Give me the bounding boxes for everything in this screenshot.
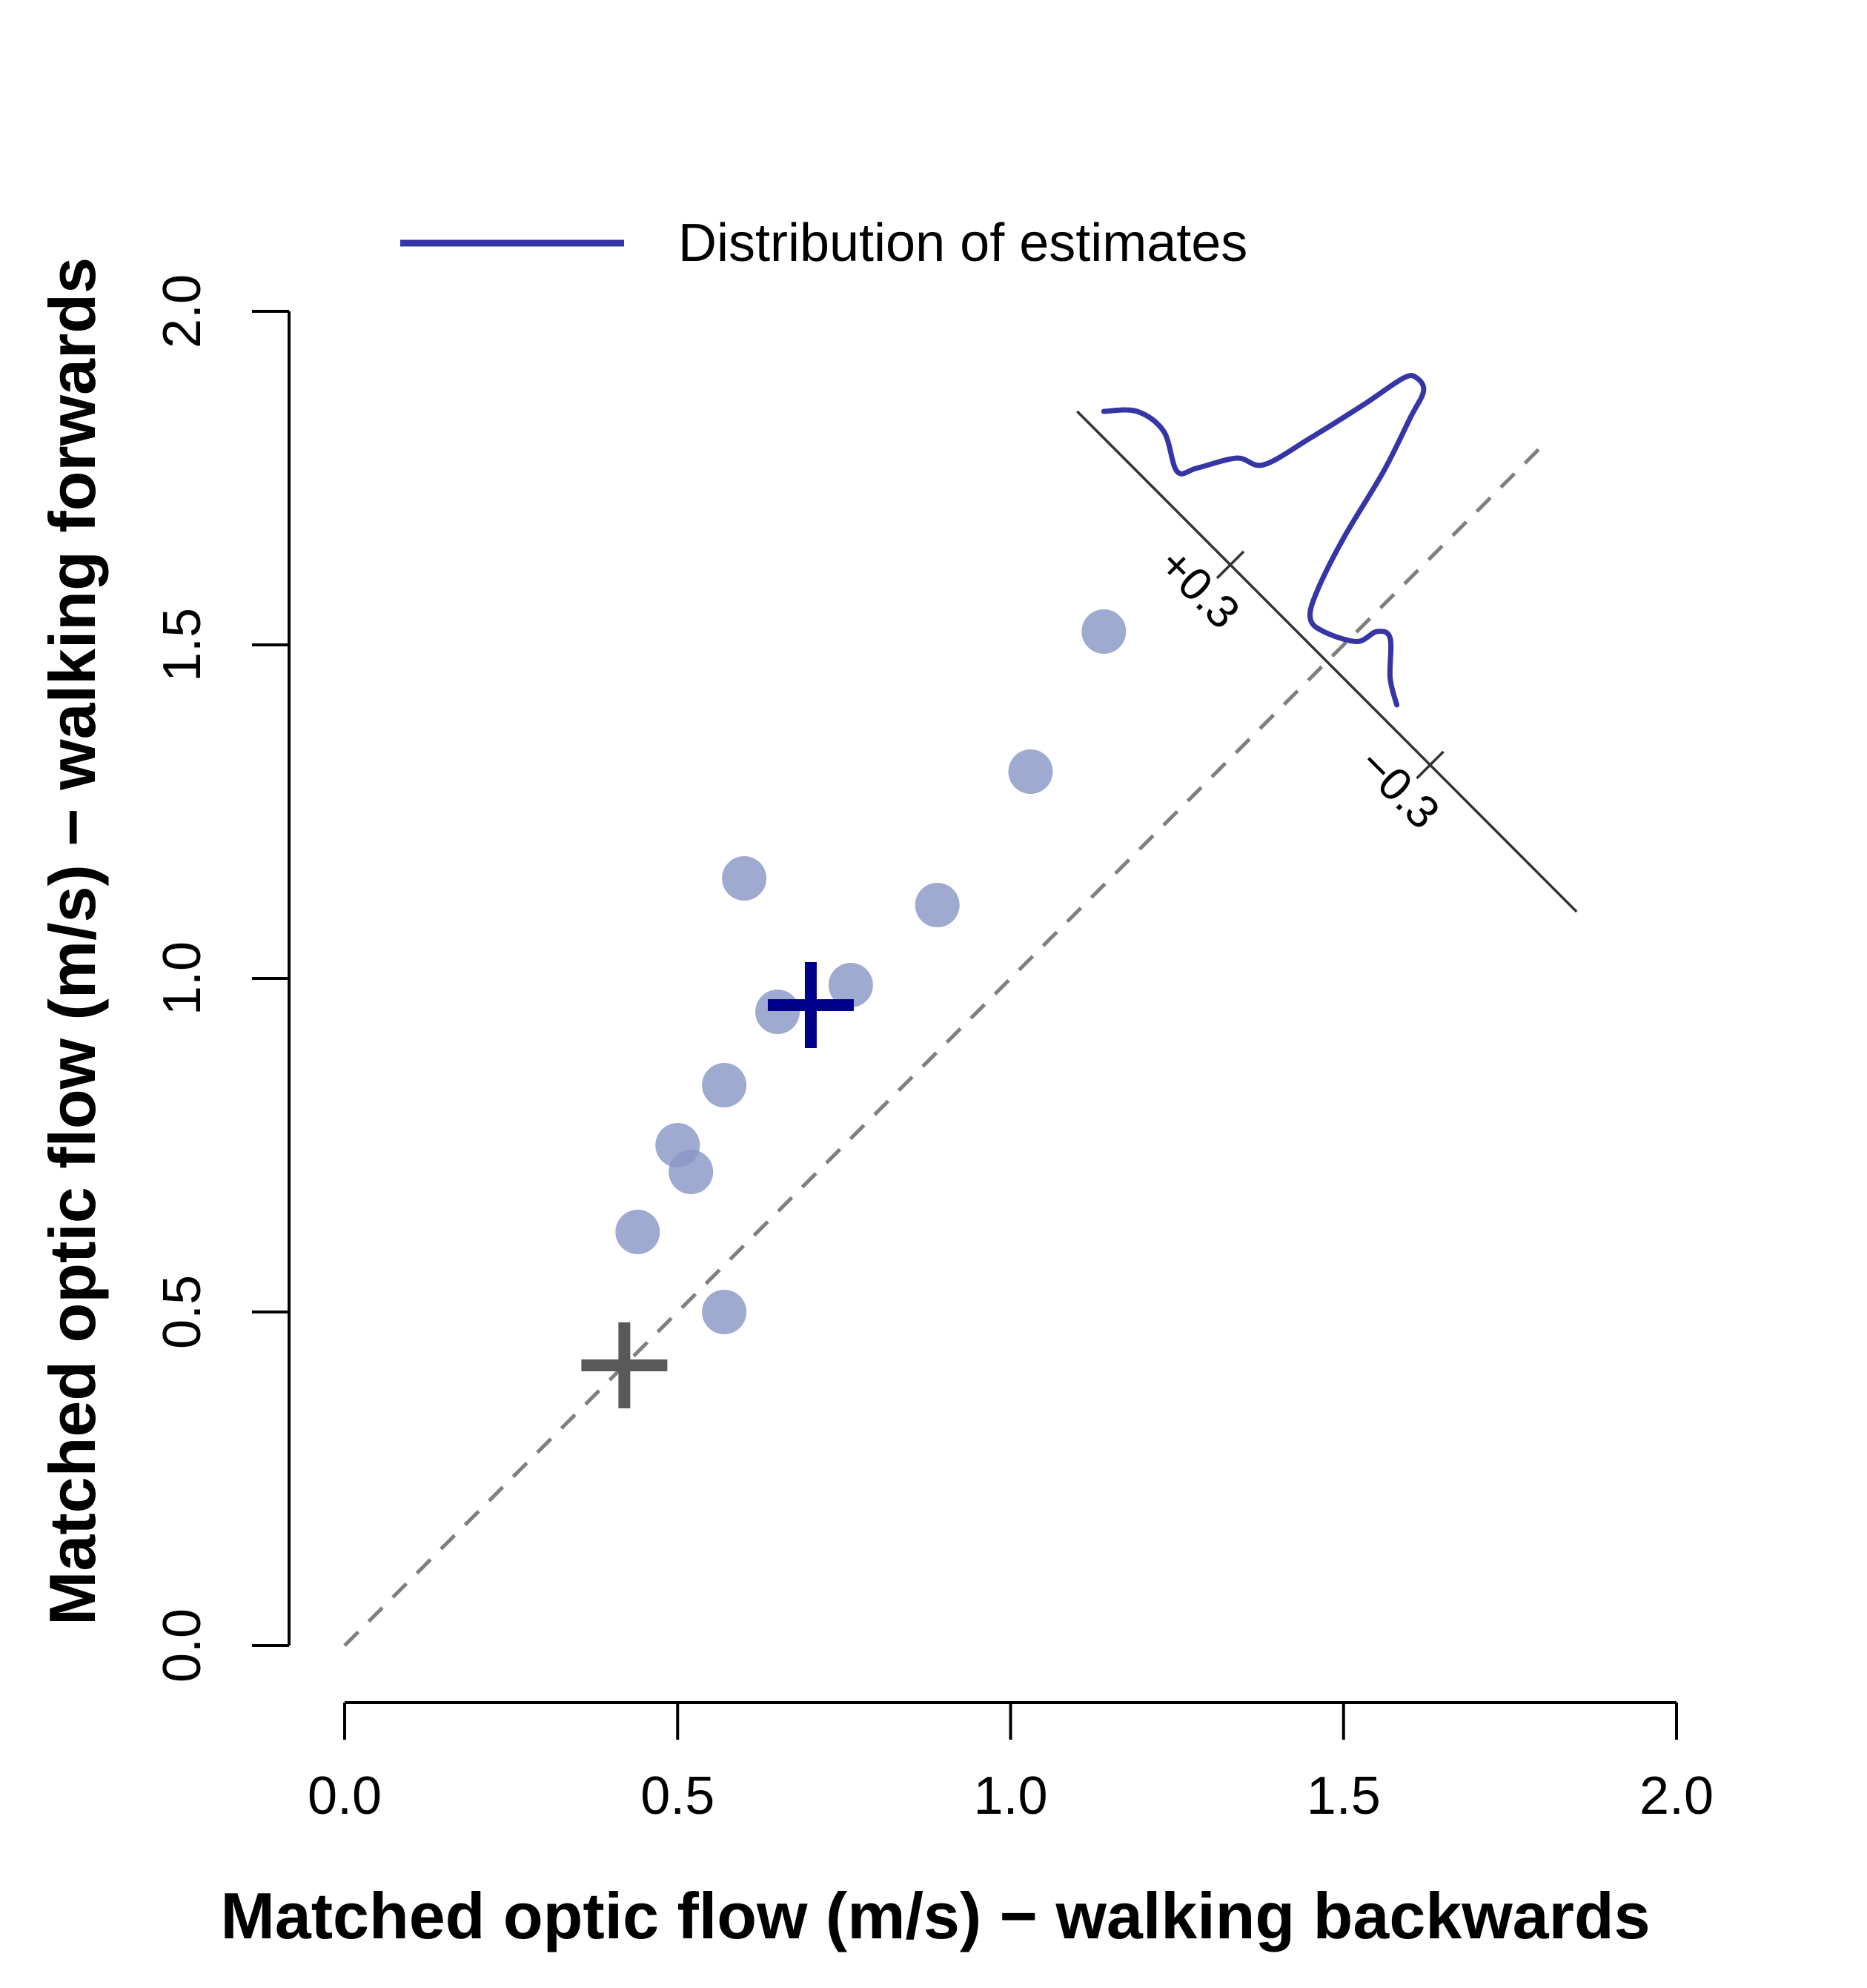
reference-marker <box>581 1322 668 1408</box>
inset-tick-label: −0.3 <box>1349 738 1449 838</box>
y-tick-label: 1.0 <box>153 941 212 1015</box>
y-axis-title: Matched optic flow (m/s) − walking forwa… <box>36 257 109 1626</box>
data-point <box>1081 609 1127 654</box>
inset-distribution-axis <box>1076 410 1578 913</box>
data-point <box>702 1290 747 1334</box>
y-tick-label: 0.5 <box>153 1275 212 1349</box>
data-point <box>722 856 767 901</box>
x-axis-title: Matched optic flow (m/s) − walking backw… <box>220 1879 1650 1952</box>
identity-reference-line <box>343 443 1545 1647</box>
legend-label: Distribution of estimates <box>678 213 1247 273</box>
distribution-density-curve <box>1101 373 1427 708</box>
x-tick-label: 1.0 <box>973 1766 1047 1826</box>
x-tick-label: 2.0 <box>1639 1766 1714 1826</box>
data-point <box>669 1150 714 1194</box>
x-tick-label: 0.0 <box>308 1766 382 1826</box>
data-point <box>915 883 960 927</box>
inset-tick-label: +0.3 <box>1149 538 1249 638</box>
data-point <box>755 990 800 1034</box>
data-point <box>615 1210 660 1254</box>
inset-tick-mark <box>1416 750 1445 780</box>
x-tick-label: 0.5 <box>640 1766 714 1826</box>
data-point <box>702 1063 747 1107</box>
y-tick-label: 0.0 <box>153 1608 212 1683</box>
inset-tick-mark <box>1216 550 1245 580</box>
data-point <box>828 963 873 1007</box>
y-tick-label: 2.0 <box>153 274 212 348</box>
mean-estimate-marker <box>767 962 854 1048</box>
x-tick-label: 1.5 <box>1307 1766 1381 1826</box>
y-tick-label: 1.5 <box>153 608 212 682</box>
data-point <box>1008 749 1053 794</box>
